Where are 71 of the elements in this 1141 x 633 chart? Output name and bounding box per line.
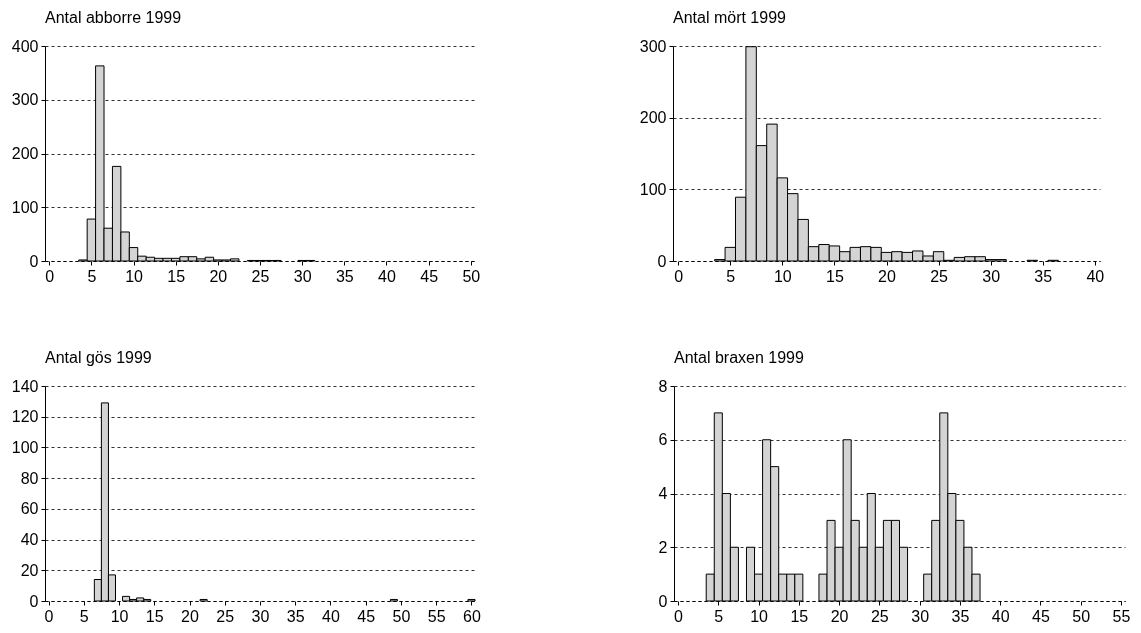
x-tick-label: 35 <box>951 607 970 625</box>
x-tick-label: 25 <box>930 267 949 285</box>
x-tick-label: 20 <box>830 607 849 625</box>
chart-title: Antal mört 1999 <box>673 9 787 26</box>
y-tick-label: 300 <box>11 91 39 109</box>
x-tick-label: 10 <box>773 267 792 285</box>
y-tick-label: 6 <box>658 431 668 449</box>
x-tick-label: 0 <box>674 607 684 625</box>
x-tick-label: 55 <box>1112 607 1131 625</box>
x-tick-label: 30 <box>911 607 930 625</box>
x-tick-label: 40 <box>991 607 1010 625</box>
x-tick-label: 40 <box>378 267 396 285</box>
x-tick-label: 15 <box>145 607 164 625</box>
x-tick-label: 20 <box>181 607 200 625</box>
y-tick-label: 40 <box>20 531 39 549</box>
chart-title: Antal abborre 1999 <box>45 9 182 26</box>
y-tick-label: 2 <box>658 538 668 556</box>
x-tick-label: 10 <box>125 267 144 285</box>
y-tick-label: 20 <box>20 561 39 579</box>
x-tick-label: 0 <box>44 607 54 625</box>
x-tick-label: 35 <box>335 267 354 285</box>
y-tick-label: 60 <box>20 500 39 518</box>
x-tick-label: 15 <box>826 267 844 285</box>
y-tick-label: 0 <box>658 592 668 610</box>
x-tick-label: 0 <box>45 267 55 285</box>
x-tick-label: 5 <box>714 607 724 625</box>
x-tick-label: 50 <box>462 267 481 285</box>
y-tick-label: 100 <box>639 180 667 198</box>
x-tick-label: 45 <box>1032 607 1050 625</box>
y-tick-label: 200 <box>639 109 667 127</box>
x-tick-label: 45 <box>420 267 439 285</box>
x-tick-label: 50 <box>1072 607 1091 625</box>
x-tick-label: 20 <box>209 267 228 285</box>
x-tick-label: 30 <box>251 607 270 625</box>
y-tick-label: 100 <box>11 198 39 216</box>
y-tick-label: 300 <box>639 37 667 55</box>
x-tick-label: 25 <box>870 607 889 625</box>
x-tick-label: 35 <box>286 607 305 625</box>
y-tick-label: 4 <box>658 485 668 502</box>
x-tick-label: 30 <box>293 267 312 285</box>
x-tick-label: 5 <box>87 267 97 285</box>
x-tick-label: 60 <box>463 607 481 625</box>
x-tick-label: 15 <box>167 267 186 285</box>
x-tick-label: 5 <box>726 267 736 285</box>
x-tick-label: 30 <box>982 267 1001 285</box>
x-tick-label: 20 <box>878 267 896 285</box>
y-tick-label: 200 <box>11 145 39 162</box>
x-tick-label: 45 <box>357 607 376 625</box>
y-tick-label: 400 <box>11 37 39 55</box>
x-tick-label: 50 <box>392 607 411 625</box>
chart-title: Antal gös 1999 <box>45 349 152 366</box>
y-tick-label: 80 <box>20 469 39 487</box>
y-tick-label: 100 <box>11 438 39 456</box>
y-tick-label: 8 <box>658 377 668 395</box>
x-tick-label: 25 <box>251 267 270 285</box>
y-tick-label: 0 <box>29 592 39 610</box>
x-tick-label: 10 <box>110 607 129 625</box>
x-tick-label: 40 <box>322 607 340 625</box>
x-tick-label: 0 <box>674 267 684 285</box>
x-tick-label: 15 <box>790 607 809 625</box>
y-tick-label: 0 <box>29 252 39 270</box>
x-tick-label: 35 <box>1034 267 1053 285</box>
x-tick-label: 5 <box>79 607 89 625</box>
chart-title: Antal braxen 1999 <box>674 349 804 366</box>
x-tick-label: 55 <box>427 607 446 625</box>
x-tick-label: 40 <box>1086 267 1105 285</box>
x-tick-label: 25 <box>216 607 235 625</box>
y-tick-label: 140 <box>11 377 39 395</box>
y-tick-label: 120 <box>11 408 39 426</box>
y-tick-label: 0 <box>657 252 667 270</box>
x-tick-label: 10 <box>750 607 769 625</box>
